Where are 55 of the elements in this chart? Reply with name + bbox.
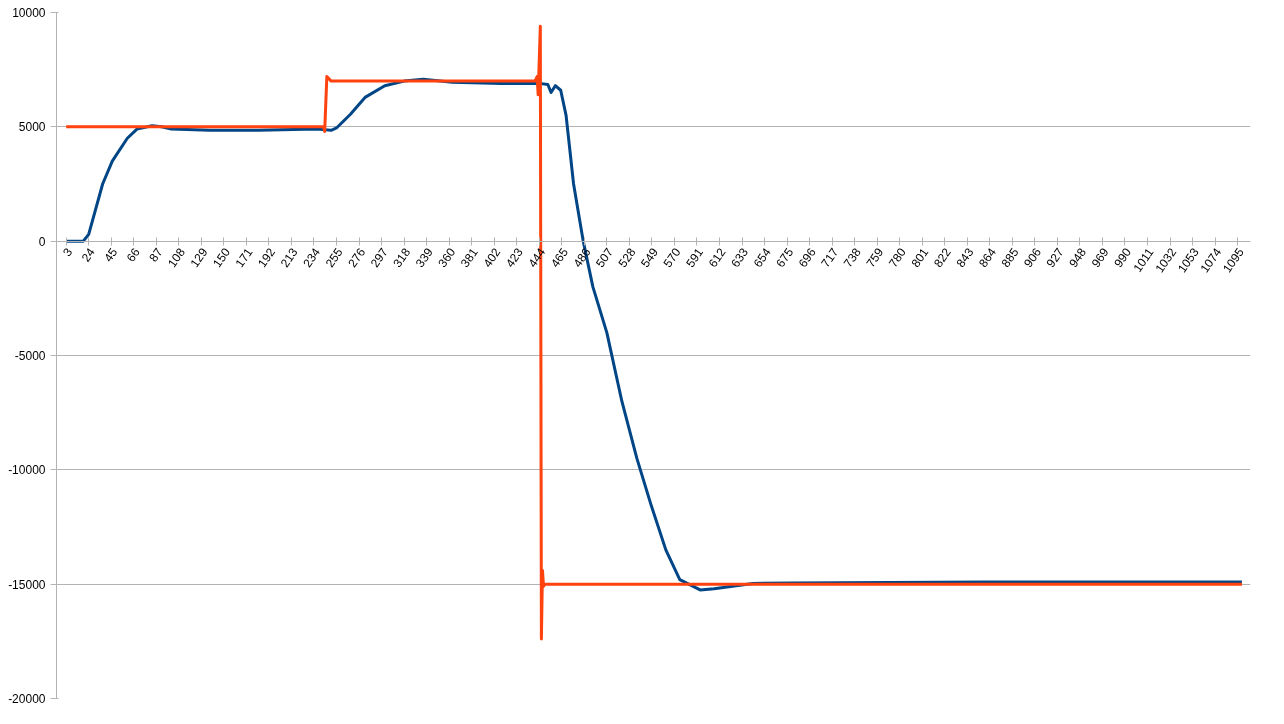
x-tick-label: 549: [638, 245, 662, 270]
x-tick-label: 780: [885, 245, 910, 270]
x-tick-label: 360: [435, 245, 459, 270]
x-tick-label: 843: [953, 245, 977, 270]
x-tick-label: 591: [683, 245, 707, 270]
x-tick-label: 423: [502, 245, 527, 270]
x-tick-label: 24: [78, 245, 99, 265]
x-tick-label: 990: [1111, 245, 1135, 270]
x-tick-label: 738: [840, 245, 864, 270]
x-tick-label: 318: [390, 245, 414, 270]
x-tick-label: 969: [1088, 245, 1112, 270]
x-tick-label: 45: [101, 245, 121, 265]
y-tick-label: -5000: [14, 349, 46, 363]
y-tick-label: 5000: [18, 120, 46, 135]
x-tick-label: 717: [818, 245, 842, 270]
x-tick-label: 87: [146, 245, 166, 265]
x-tick-label: 276: [345, 245, 369, 270]
x-tick-label: 150: [210, 245, 234, 270]
x-tick-label: 381: [457, 245, 481, 270]
x-tick-label: 675: [773, 245, 797, 270]
x-tick-label: 927: [1043, 245, 1067, 270]
y-tick-label: -20000: [8, 692, 46, 706]
x-tick-label: 612: [705, 245, 729, 270]
x-tick-label: 255: [322, 245, 346, 270]
x-tick-label: 801: [908, 245, 932, 270]
x-tick-label: 66: [123, 245, 144, 265]
x-tick-label: 444: [525, 245, 549, 270]
x-tick-label: 171: [232, 245, 256, 270]
y-tick-label: -15000: [8, 577, 46, 592]
x-tick-label: 633: [728, 245, 752, 270]
x-tick-label: 759: [863, 245, 887, 270]
x-tick-label: 192: [255, 245, 279, 270]
y-tick-label: -10000: [8, 463, 46, 478]
x-tick-label: 507: [593, 245, 617, 270]
x-tick-label: 654: [750, 245, 774, 270]
x-tick-label: 864: [976, 245, 1000, 270]
x-tick-label: 129: [187, 245, 211, 270]
y-tick-label: 0: [38, 234, 46, 249]
line-series: [64, 24, 1244, 641]
x-tick-label: 486: [570, 245, 594, 270]
x-tick-label: 570: [660, 245, 684, 270]
y-tick-label: 10000: [12, 6, 46, 20]
x-tick-label: 3: [60, 245, 76, 259]
x-tick-label: 402: [480, 245, 504, 270]
x-tick-label: 108: [164, 245, 189, 270]
x-tick-label: 948: [1066, 245, 1090, 270]
x-tick-label: 339: [412, 245, 436, 270]
x-tick-label: 528: [615, 245, 639, 270]
x-tick-label: 822: [930, 245, 955, 270]
x-tick-label: 213: [277, 245, 301, 270]
x-tick-label: 234: [300, 245, 324, 270]
x-tick-label: 906: [1021, 245, 1045, 270]
x-tick-label: 696: [795, 245, 819, 270]
x-tick-label: 465: [547, 245, 572, 270]
x-tick-label: 885: [998, 245, 1022, 270]
